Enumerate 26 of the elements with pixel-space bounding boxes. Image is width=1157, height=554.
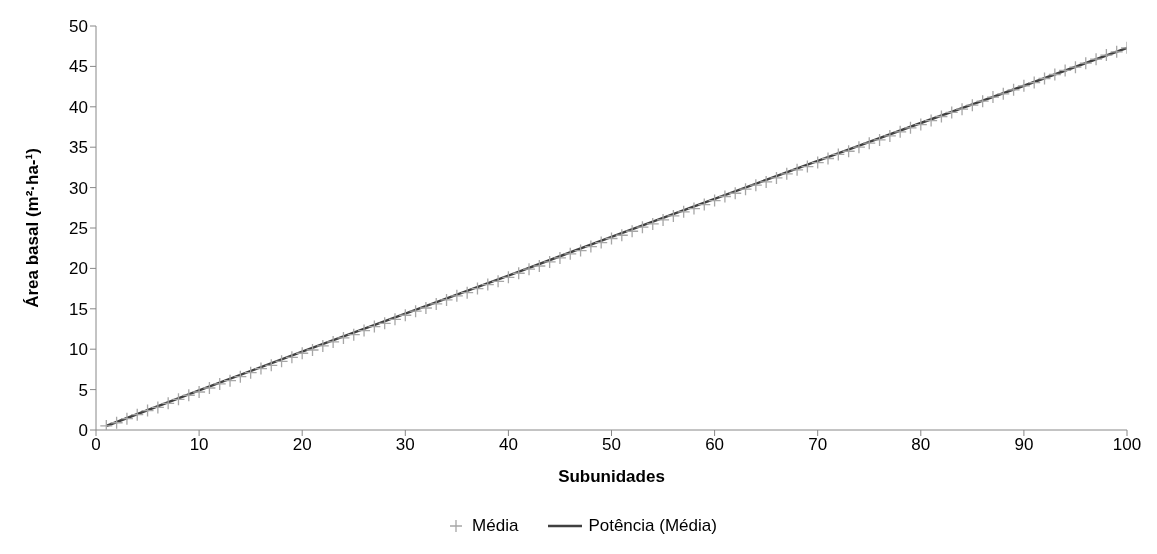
y-tick-label: 5 xyxy=(78,380,88,400)
y-tick-label: 30 xyxy=(69,178,88,198)
x-tick-label: 0 xyxy=(91,435,101,455)
x-tick-label: 100 xyxy=(1112,435,1142,455)
x-tick-label: 40 xyxy=(498,435,518,455)
y-tick-label: 0 xyxy=(78,421,88,441)
y-tick-label: 25 xyxy=(69,219,88,239)
y-tick-label: 35 xyxy=(69,138,88,158)
y-tick-label: 45 xyxy=(69,57,88,77)
y-tick-label: 50 xyxy=(69,17,88,37)
x-tick-label: 80 xyxy=(911,435,931,455)
x-tick-label: 50 xyxy=(602,435,621,455)
x-axis-title: Subunidades xyxy=(558,467,665,486)
x-tick-label: 10 xyxy=(189,435,209,455)
x-tick-label: 90 xyxy=(1014,435,1034,455)
y-tick-label: 20 xyxy=(69,259,88,279)
legend-label: Média xyxy=(472,516,519,536)
y-tick-label: 15 xyxy=(69,299,88,319)
x-tick-label: 20 xyxy=(292,435,312,455)
x-tick-label: 30 xyxy=(395,435,415,455)
x-tick-label: 70 xyxy=(808,435,828,455)
legend-label: Potência (Média) xyxy=(588,516,717,536)
y-axis-title: Área basal (m²·ha-¹) xyxy=(23,148,43,308)
x-tick-label: 60 xyxy=(705,435,725,455)
y-tick-label: 40 xyxy=(69,97,88,117)
y-tick-label: 10 xyxy=(69,340,88,360)
